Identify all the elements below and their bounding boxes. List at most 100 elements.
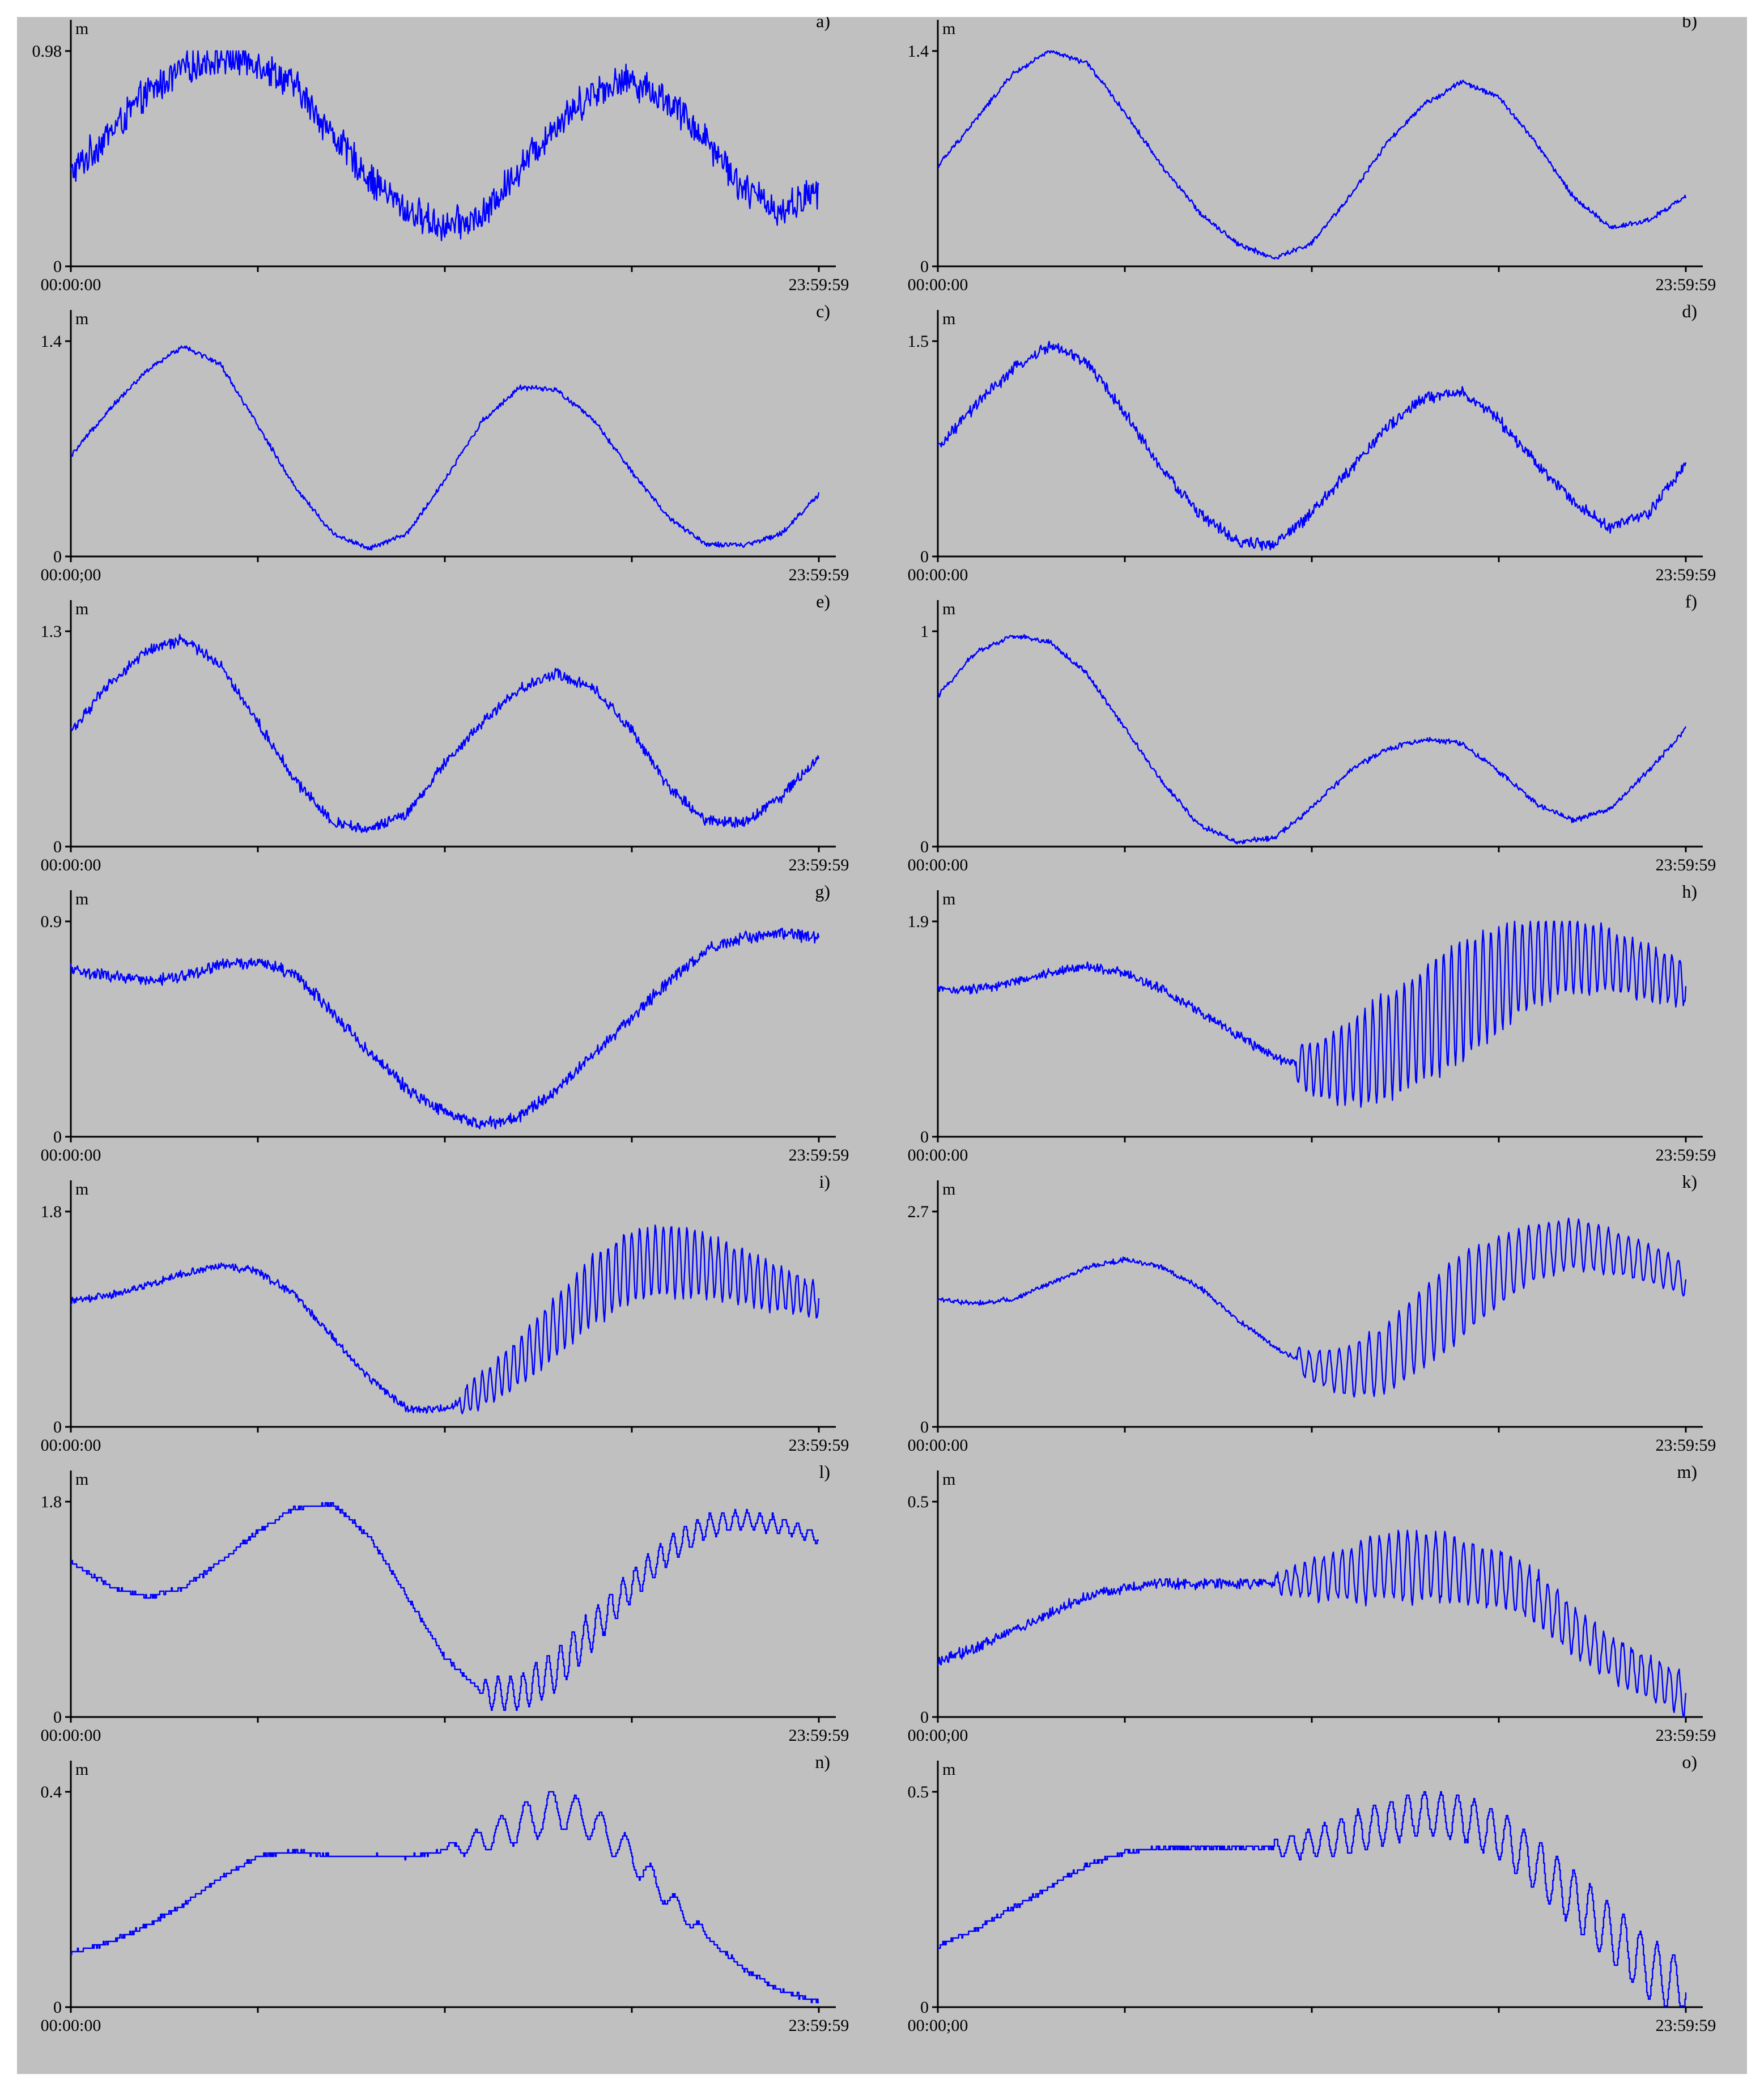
- y-tick-label-zero: 0: [53, 838, 62, 856]
- panel-label: l): [819, 1461, 830, 1482]
- panel-label: o): [1682, 1752, 1697, 1772]
- y-tick-label-max: 0.5: [908, 1493, 929, 1511]
- panel-7: m 0.9 000:00:00 23:59:59 g): [41, 881, 849, 1164]
- y-tick-label-max: 1.4: [41, 332, 62, 351]
- y-unit-label: m: [75, 1180, 88, 1198]
- x-tick-label-end: 23:59:59: [789, 1436, 849, 1455]
- series-line: [71, 1502, 819, 1711]
- panel-5: m 1.3 000:00:00 23:59:59 e): [41, 591, 849, 874]
- x-tick-label-end: 23:59:59: [1656, 2016, 1716, 2035]
- x-tick-label-end: 23:59:59: [789, 1726, 849, 1745]
- panel-6: m1 000:00:00 23:59:59 f): [908, 591, 1716, 874]
- panel-label: e): [816, 591, 830, 611]
- y-tick-label-max: 0.5: [908, 1783, 929, 1801]
- panel-9: m 1.8 000:00:00 23:59:59 i): [41, 1171, 849, 1455]
- series-line: [937, 920, 1687, 1108]
- panel-label: k): [1682, 1171, 1697, 1192]
- panel-8: m 1.9 000:00:00 23:59:59 h): [908, 881, 1716, 1164]
- y-tick-label-zero: 0: [920, 838, 929, 856]
- y-unit-label: m: [75, 1470, 88, 1489]
- x-tick-label-end: 23:59:59: [789, 566, 849, 584]
- series-line: [937, 50, 1687, 260]
- x-tick-label-end: 23:59:59: [1656, 566, 1716, 584]
- x-tick-label-end: 23:59:59: [789, 1146, 849, 1164]
- panel-4: m 1.5 000:00:00 23:59:59 d): [908, 301, 1716, 584]
- x-tick-label-end: 23:59:59: [789, 2016, 849, 2035]
- x-tick-label-start: 00:00:00: [41, 2016, 101, 2035]
- panel-14: m 0.5 000:00;00 23:59:59 o): [908, 1752, 1716, 2035]
- x-tick-label-start: 00:00:00: [908, 566, 968, 584]
- x-tick-label-end: 23:59:59: [1656, 856, 1716, 874]
- x-tick-label-start: 00:00:00: [41, 1726, 101, 1745]
- panel-label: m): [1677, 1461, 1697, 1482]
- y-tick-label-zero: 0: [920, 1128, 929, 1146]
- y-tick-label-zero: 0: [53, 257, 62, 276]
- y-unit-label: m: [942, 890, 955, 908]
- y-unit-label: m: [75, 1760, 88, 1779]
- panel-label: d): [1682, 301, 1697, 321]
- y-tick-label-max: 0.4: [41, 1783, 62, 1801]
- y-tick-label-max: 1.5: [908, 332, 929, 351]
- x-tick-label-start: 00:00:00: [41, 275, 101, 294]
- panel-10: m 2.7 000:00:00 23:59:59 k): [908, 1171, 1716, 1455]
- y-tick-label-max: 1.9: [908, 912, 929, 931]
- y-tick-label-zero: 0: [53, 1708, 62, 1727]
- series-line: [70, 927, 820, 1130]
- series-line: [937, 1217, 1687, 1398]
- y-tick-label-zero: 0: [53, 1128, 62, 1146]
- y-unit-label: m: [75, 19, 88, 38]
- panel-1: m 0.98 000:00:00 23:59:59 a): [32, 17, 849, 294]
- y-unit-label: m: [75, 600, 88, 618]
- x-tick-label-start: 00:00:00: [908, 275, 968, 294]
- panel-label: c): [816, 301, 830, 321]
- panel-3: m 1.4 000:00;00 23:59:59 c): [41, 301, 849, 584]
- y-unit-label: m: [942, 600, 955, 618]
- y-tick-label-max: 0.9: [41, 912, 62, 931]
- y-tick-label-zero: 0: [920, 1418, 929, 1436]
- series-line: [70, 1224, 820, 1414]
- panel-label: h): [1682, 881, 1697, 902]
- y-tick-label-max: 1.4: [908, 42, 929, 61]
- y-tick-label-zero: 0: [920, 547, 929, 566]
- panel-13: m 0.4 000:00:00 23:59:59 n): [41, 1752, 849, 2035]
- x-tick-label-start: 00:00;00: [41, 566, 101, 584]
- y-tick-label-zero: 0: [920, 257, 929, 276]
- y-unit-label: m: [942, 1180, 955, 1198]
- y-unit-label: m: [942, 1760, 955, 1779]
- panel-label: i): [819, 1171, 830, 1192]
- panel-2: m 1.4 000:00:00 23:59:59 b): [908, 17, 1716, 294]
- series-line: [71, 1791, 819, 2004]
- x-tick-label-end: 23:59:59: [1656, 275, 1716, 294]
- panel-label: b): [1682, 17, 1697, 31]
- y-tick-label-max: 0.98: [32, 42, 62, 61]
- x-tick-label-start: 00:00:00: [908, 1436, 968, 1455]
- x-tick-label-start: 00:00:00: [41, 1146, 101, 1164]
- chart-grid: m 0.98 0 00:00:00 23:59:59 a) m 1.4 0 00:00:00 23:…: [17, 17, 1747, 2074]
- series-line: [937, 634, 1687, 845]
- y-tick-label-max: 2.7: [908, 1202, 929, 1221]
- x-tick-label-end: 23:59:59: [1656, 1726, 1716, 1745]
- panel-label: n): [815, 1752, 830, 1772]
- panel-12: m 0.5 000:00;00 23:59:59 m): [908, 1461, 1716, 1745]
- y-tick-label-max: 1.8: [41, 1202, 62, 1221]
- y-unit-label: m: [942, 309, 955, 328]
- y-tick-label-zero: 0: [920, 1708, 929, 1727]
- x-tick-label-end: 23:59:59: [1656, 1436, 1716, 1455]
- series-line: [70, 50, 819, 241]
- panel-label: g): [815, 881, 830, 902]
- panel-label: a): [816, 17, 830, 31]
- y-tick-label-max: 1: [920, 622, 929, 641]
- y-tick-label-max: 1.3: [41, 622, 62, 641]
- y-unit-label: m: [942, 19, 955, 38]
- x-tick-label-start: 00:00:00: [41, 1436, 101, 1455]
- y-unit-label: m: [75, 890, 88, 908]
- series-line: [938, 1791, 1687, 2007]
- x-tick-label-start: 00:00;00: [908, 2016, 968, 2035]
- series-line: [937, 1529, 1687, 1718]
- x-tick-label-start: 00:00:00: [908, 1146, 968, 1164]
- y-tick-label-zero: 0: [53, 1418, 62, 1436]
- panel-11: m 1.8 000:00:00 23:59:59 l): [41, 1461, 849, 1745]
- x-tick-label-end: 23:59:59: [789, 275, 849, 294]
- y-unit-label: m: [942, 1470, 955, 1489]
